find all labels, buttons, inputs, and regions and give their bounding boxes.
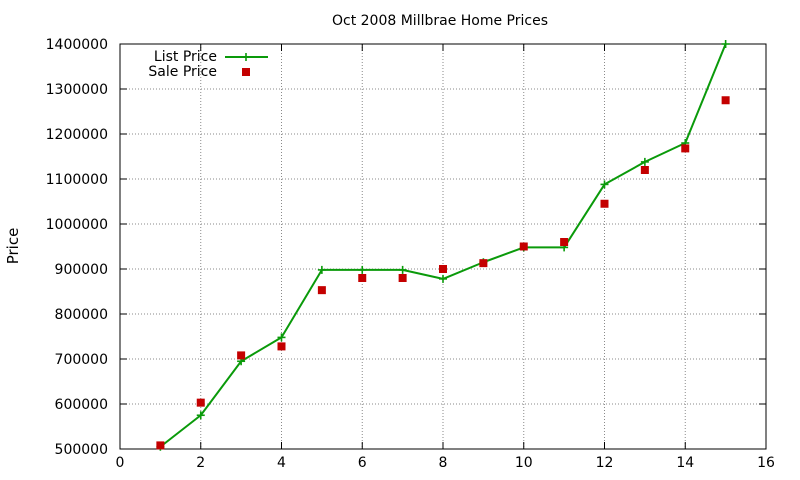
list-price-point <box>196 411 205 420</box>
list-price-point <box>317 265 326 274</box>
list-price-point <box>277 333 286 342</box>
y-axis-label: Price <box>4 228 22 265</box>
sale-price-point <box>519 242 528 251</box>
legend-label-list-price: List Price <box>154 49 217 65</box>
sale-price-point <box>237 351 246 360</box>
sale-price-point <box>277 342 286 351</box>
list-price-point <box>398 265 407 274</box>
list-price-point <box>358 265 367 274</box>
y-tick-label: 500000 <box>55 442 108 458</box>
sale-price-point <box>681 144 690 153</box>
y-tick-label: 1200000 <box>46 127 108 143</box>
list-price-point <box>600 180 609 189</box>
y-tick-label: 800000 <box>55 307 108 323</box>
sale-price-point <box>640 166 649 174</box>
x-tick-label: 16 <box>757 455 775 471</box>
x-tick-label: 6 <box>358 455 367 471</box>
y-tick-label: 700000 <box>55 352 108 368</box>
list-price-point <box>640 157 649 166</box>
sale-price-point <box>439 265 447 273</box>
legend-sale-price-marker <box>242 68 250 76</box>
sale-price-point <box>156 441 165 450</box>
sale-price-point <box>479 259 488 268</box>
y-tick-label: 1100000 <box>46 172 108 188</box>
x-axis: 0 2 4 6 8 10 12 14 16 <box>116 44 775 471</box>
sale-price-point <box>317 286 326 295</box>
y-tick-label: 1000000 <box>46 217 108 233</box>
y-tick-label: 900000 <box>55 262 108 278</box>
x-tick-label: 0 <box>116 455 125 471</box>
grid-lines <box>120 44 766 449</box>
y-tick-label: 1400000 <box>46 37 108 53</box>
sale-price-point <box>196 398 205 407</box>
legend-label-sale-price: Sale Price <box>148 64 217 80</box>
x-tick-label: 8 <box>439 455 448 471</box>
sale-price-point <box>560 238 569 246</box>
sale-price-point <box>600 199 609 208</box>
x-tick-label: 12 <box>596 455 614 471</box>
x-tick-label: 4 <box>277 455 286 471</box>
x-tick-label: 10 <box>515 455 533 471</box>
sale-price-series <box>156 96 730 450</box>
list-price-point <box>439 274 447 283</box>
x-tick-label: 14 <box>676 455 694 471</box>
sale-price-point <box>398 274 407 282</box>
sale-price-point <box>721 96 730 105</box>
y-axis: 500000 600000 700000 800000 900000 1000000 110… <box>46 37 766 458</box>
sale-price-point <box>358 274 367 282</box>
legend <box>225 53 268 76</box>
y-tick-label: 600000 <box>55 397 108 413</box>
chart-title: Oct 2008 Millbrae Home Prices <box>332 13 548 29</box>
x-tick-label: 2 <box>196 455 205 471</box>
y-tick-label: 1300000 <box>46 82 108 98</box>
list-price-point <box>721 40 730 48</box>
